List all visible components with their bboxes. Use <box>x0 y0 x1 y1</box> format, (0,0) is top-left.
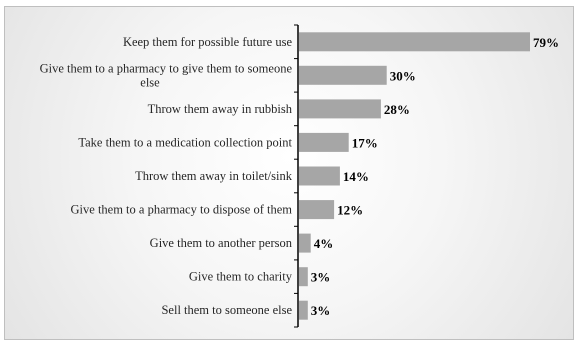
bar-8 <box>299 267 308 287</box>
value-label-8: 3% <box>311 270 331 285</box>
bar-4 <box>299 132 349 152</box>
bars-layer <box>299 32 530 320</box>
axis-layer <box>294 24 299 328</box>
category-label-8: Give them to charity <box>189 270 293 284</box>
bar-6 <box>299 200 335 220</box>
bar-5 <box>299 166 340 186</box>
bar-2 <box>299 65 387 85</box>
value-label-9: 3% <box>311 303 331 318</box>
bar-7 <box>299 233 311 253</box>
value-label-3: 28% <box>384 102 410 117</box>
category-labels-layer: Keep them for possible future use Give th… <box>40 35 293 317</box>
category-label-9: Sell them to someone else <box>161 303 292 317</box>
category-label-2-line-1: Give them to a pharmacy to give them to … <box>40 61 293 75</box>
category-label-3: Throw them away in rubbish <box>148 102 293 116</box>
bar-3 <box>299 99 381 119</box>
category-label-5: Throw them away in toilet/sink <box>135 169 293 183</box>
bar-chart: Keep them for possible future use Give th… <box>40 24 559 328</box>
category-label-7: Give them to another person <box>150 236 293 250</box>
chart-area: Keep them for possible future use Give th… <box>4 6 574 340</box>
category-label-6: Give them to a pharmacy to dispose of th… <box>71 203 293 217</box>
value-label-2: 30% <box>390 68 416 83</box>
value-label-6: 12% <box>337 203 363 218</box>
value-label-4: 17% <box>352 135 378 150</box>
value-label-1: 79% <box>533 35 559 50</box>
category-label-1: Keep them for possible future use <box>123 35 293 49</box>
category-label-2-line-2: else <box>140 75 160 89</box>
value-label-7: 4% <box>314 236 334 251</box>
category-label-4: Take them to a medication collection poi… <box>78 135 292 149</box>
bar-1 <box>299 32 530 52</box>
value-label-5: 14% <box>343 169 369 184</box>
value-labels-layer: 79% 30% 28% 17% 14% 12% 4% 3% 3% <box>311 35 559 318</box>
bar-9 <box>299 300 308 320</box>
